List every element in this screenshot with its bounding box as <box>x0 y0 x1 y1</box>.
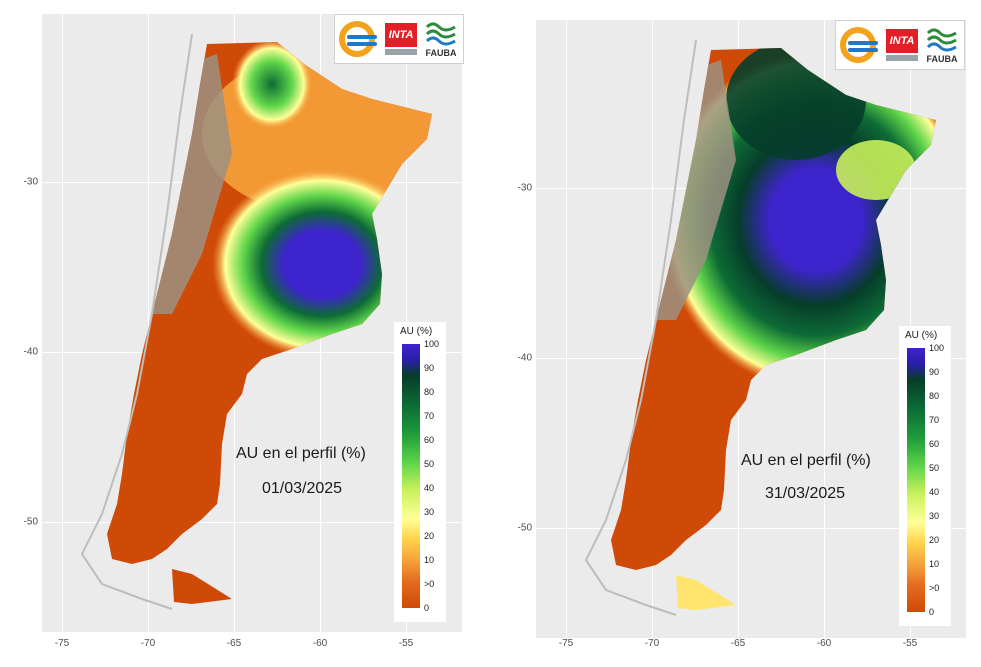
water-logo-icon <box>840 27 876 63</box>
legend-label: 30 <box>424 507 435 517</box>
map-panel-left: -75 -70 -65 -60 -55 -30 -40 -50 INTA FAU… <box>0 0 490 667</box>
logo-banner: INTA FAUBA <box>835 20 965 70</box>
legend: AU (%) 100 90 80 70 60 50 40 30 20 10 >0… <box>394 322 446 622</box>
chile-coast <box>80 33 193 610</box>
legend-label: 90 <box>929 367 940 377</box>
legend-label: 60 <box>424 435 435 445</box>
tierra-del-fuego <box>676 575 736 610</box>
legend-color-bar <box>907 348 925 612</box>
fauba-logo-icon <box>926 28 957 52</box>
legend-label: 40 <box>424 483 435 493</box>
legend-label: >0 <box>929 583 940 593</box>
legend-label: 100 <box>929 343 945 353</box>
water-logo-icon <box>339 21 375 57</box>
wave-icon <box>848 41 878 45</box>
legend-label: 70 <box>424 411 435 421</box>
map-area-right <box>536 20 966 638</box>
wave-icon <box>347 35 377 39</box>
y-tick: -40 <box>517 352 532 364</box>
legend-label: 0 <box>929 607 935 617</box>
inta-logo-base <box>385 49 417 55</box>
moist-zone <box>836 140 916 200</box>
legend-label: 30 <box>929 511 940 521</box>
legend-title: AU (%) <box>400 326 433 337</box>
gridline <box>536 528 966 529</box>
wave-icon <box>347 42 377 46</box>
wave-icon <box>848 48 878 52</box>
map-date: 01/03/2025 <box>262 480 343 497</box>
y-tick: -50 <box>23 516 38 528</box>
logo-banner: INTA FAUBA <box>334 14 464 64</box>
gridline <box>566 20 567 638</box>
map-panel-right: -75 -70 -65 -60 -55 -30 -40 -50 INTA FAU… <box>491 0 981 667</box>
legend-label: 20 <box>929 535 940 545</box>
x-tick: -65 <box>226 638 242 649</box>
y-tick: -30 <box>517 182 532 194</box>
fauba-logo-text: FAUBA <box>926 54 958 64</box>
tierra-del-fuego <box>172 569 232 604</box>
inta-logo: INTA <box>886 29 918 53</box>
map-title: AU en el perfil (%) <box>741 452 871 469</box>
x-tick: -75 <box>54 638 70 649</box>
legend-label: 10 <box>929 559 940 569</box>
map-date: 31/03/2025 <box>765 485 846 502</box>
legend-title: AU (%) <box>905 330 938 341</box>
legend-color-bar <box>402 344 420 608</box>
legend-label: 60 <box>929 439 940 449</box>
inta-logo-base <box>886 55 918 61</box>
x-tick: -60 <box>312 638 328 649</box>
x-tick: -75 <box>558 638 574 649</box>
legend-label: 10 <box>424 555 435 565</box>
x-tick: -70 <box>644 638 660 649</box>
y-tick: -40 <box>23 346 38 358</box>
legend-label: 90 <box>424 363 435 373</box>
legend-label: 0 <box>424 603 430 613</box>
y-tick: -50 <box>517 522 532 534</box>
legend-label: 40 <box>929 487 940 497</box>
fauba-logo-icon <box>425 22 456 46</box>
legend-label: 20 <box>424 531 435 541</box>
map-title: AU en el perfil (%) <box>236 445 366 462</box>
legend-label: >0 <box>424 579 435 589</box>
legend-label: 70 <box>929 415 940 425</box>
argentina-soil-water-map-left <box>80 33 432 610</box>
legend-label: 80 <box>929 391 940 401</box>
north-wet-zone <box>232 42 312 129</box>
x-tick: -60 <box>816 638 832 649</box>
gridline <box>42 522 462 523</box>
inta-logo: INTA <box>385 23 417 47</box>
gridline <box>652 20 653 638</box>
x-tick: -55 <box>902 638 918 649</box>
legend: AU (%) 100 90 80 70 60 50 40 30 20 10 >0… <box>899 326 951 626</box>
gridline <box>62 14 63 632</box>
map-area-left <box>42 14 462 632</box>
argentina-soil-water-map-right <box>584 39 936 616</box>
x-tick: -65 <box>730 638 746 649</box>
x-tick: -70 <box>140 638 156 649</box>
y-tick: -30 <box>23 176 38 188</box>
fauba-logo-text: FAUBA <box>425 48 457 58</box>
chile-coast <box>584 39 697 616</box>
legend-label: 50 <box>929 463 940 473</box>
legend-label: 80 <box>424 387 435 397</box>
gridline <box>148 14 149 632</box>
legend-label: 50 <box>424 459 435 469</box>
legend-label: 100 <box>424 339 440 349</box>
x-tick: -55 <box>398 638 414 649</box>
